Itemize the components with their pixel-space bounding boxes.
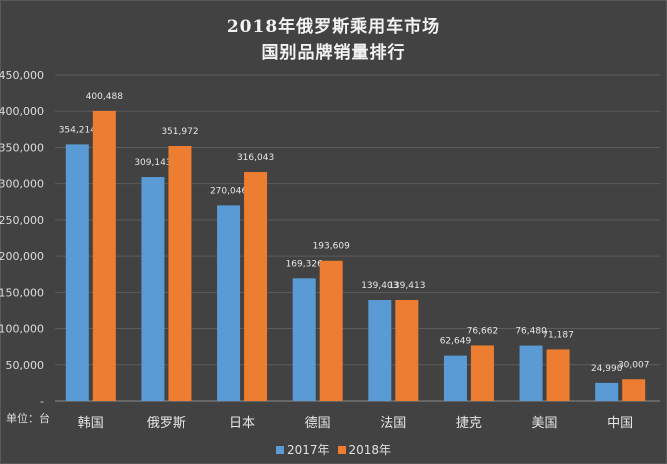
x-tick-label: 日本	[229, 416, 255, 431]
y-tick-label: 100,000	[0, 323, 44, 336]
y-tick-label: 50,000	[6, 359, 45, 372]
legend-swatch-2017	[275, 445, 284, 454]
data-label: 71,187	[542, 330, 574, 340]
bar-2018	[168, 146, 192, 401]
data-label: 309,143	[134, 158, 171, 168]
x-tick-label: 德国	[305, 416, 331, 431]
y-tick-label: 200,000	[0, 250, 44, 263]
y-tick-label: 400,000	[0, 105, 44, 118]
data-label: 76,480	[515, 327, 547, 337]
bar-2018	[244, 172, 268, 401]
bar-2018	[470, 345, 494, 401]
data-label: 30,007	[618, 360, 650, 370]
bar-2017	[443, 355, 467, 401]
data-label: 316,043	[237, 153, 274, 163]
bar-2017	[519, 345, 543, 401]
y-tick-label: -	[40, 395, 44, 408]
y-tick-label: 150,000	[0, 286, 44, 299]
bar-2017	[217, 205, 241, 401]
data-label: 139,413	[388, 281, 425, 291]
chart-subtitle: 国别品牌销量排行	[261, 43, 406, 63]
bar-2017	[141, 177, 165, 401]
chart-title: 2018年俄罗斯乘用车市场	[226, 17, 441, 37]
legend-item-2018: 2018年	[337, 441, 392, 458]
data-label: 169,326	[286, 259, 323, 269]
x-tick-label: 美国	[532, 416, 558, 431]
y-tick-label: 350,000	[0, 141, 44, 154]
bar-2017	[65, 144, 89, 401]
x-tick-label: 俄罗斯	[147, 416, 186, 431]
data-label: 24,990	[591, 364, 623, 374]
legend-item-2017: 2017年	[275, 441, 330, 458]
data-label: 193,609	[313, 242, 350, 252]
data-label: 400,488	[86, 92, 123, 102]
data-label: 354,214	[59, 125, 96, 135]
legend-swatch-2018	[337, 445, 346, 454]
data-label: 139,403	[361, 281, 398, 291]
bar-2018	[395, 300, 419, 401]
unit-label: 单位：台	[6, 412, 50, 425]
x-tick-label: 中国	[607, 416, 633, 431]
data-label: 76,662	[467, 326, 499, 336]
y-tick-label: 250,000	[0, 214, 44, 227]
x-tick-label: 法国	[380, 416, 406, 431]
bar-2017	[292, 278, 316, 401]
bar-2017	[595, 382, 619, 401]
y-tick-label: 450,000	[0, 69, 44, 82]
x-tick-label: 韩国	[78, 416, 104, 431]
data-label: 270,046	[210, 186, 247, 196]
legend-label-2017: 2017年	[286, 443, 330, 457]
bar-2017	[368, 300, 392, 401]
bar-2018	[92, 110, 116, 402]
x-tick-label: 捷克	[456, 416, 482, 431]
legend-label-2018: 2018年	[348, 443, 392, 457]
bar-2018	[622, 379, 646, 401]
bar-2018	[546, 349, 570, 401]
legend: 2017年 2018年	[0, 441, 667, 458]
bar-2018	[319, 260, 343, 401]
y-tick-label: 300,000	[0, 178, 44, 191]
data-label: 351,972	[161, 127, 198, 137]
data-label: 62,649	[440, 337, 472, 347]
